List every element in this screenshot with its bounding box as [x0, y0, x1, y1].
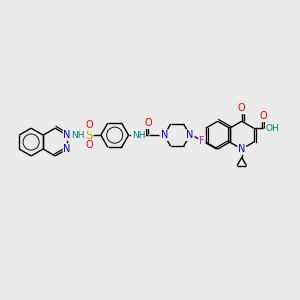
Text: O: O	[260, 111, 268, 121]
Text: O: O	[85, 120, 93, 130]
Text: O: O	[238, 103, 246, 113]
Text: S: S	[85, 129, 93, 142]
Text: NH: NH	[132, 130, 145, 140]
Text: N: N	[64, 130, 71, 140]
Text: N: N	[238, 144, 245, 154]
Text: NH: NH	[71, 130, 85, 140]
Text: O: O	[145, 118, 152, 128]
Text: F: F	[199, 136, 205, 146]
Text: O: O	[85, 140, 93, 150]
Text: N: N	[160, 130, 168, 140]
Text: OH: OH	[266, 124, 280, 133]
Text: N: N	[64, 144, 71, 154]
Text: N: N	[186, 130, 194, 140]
